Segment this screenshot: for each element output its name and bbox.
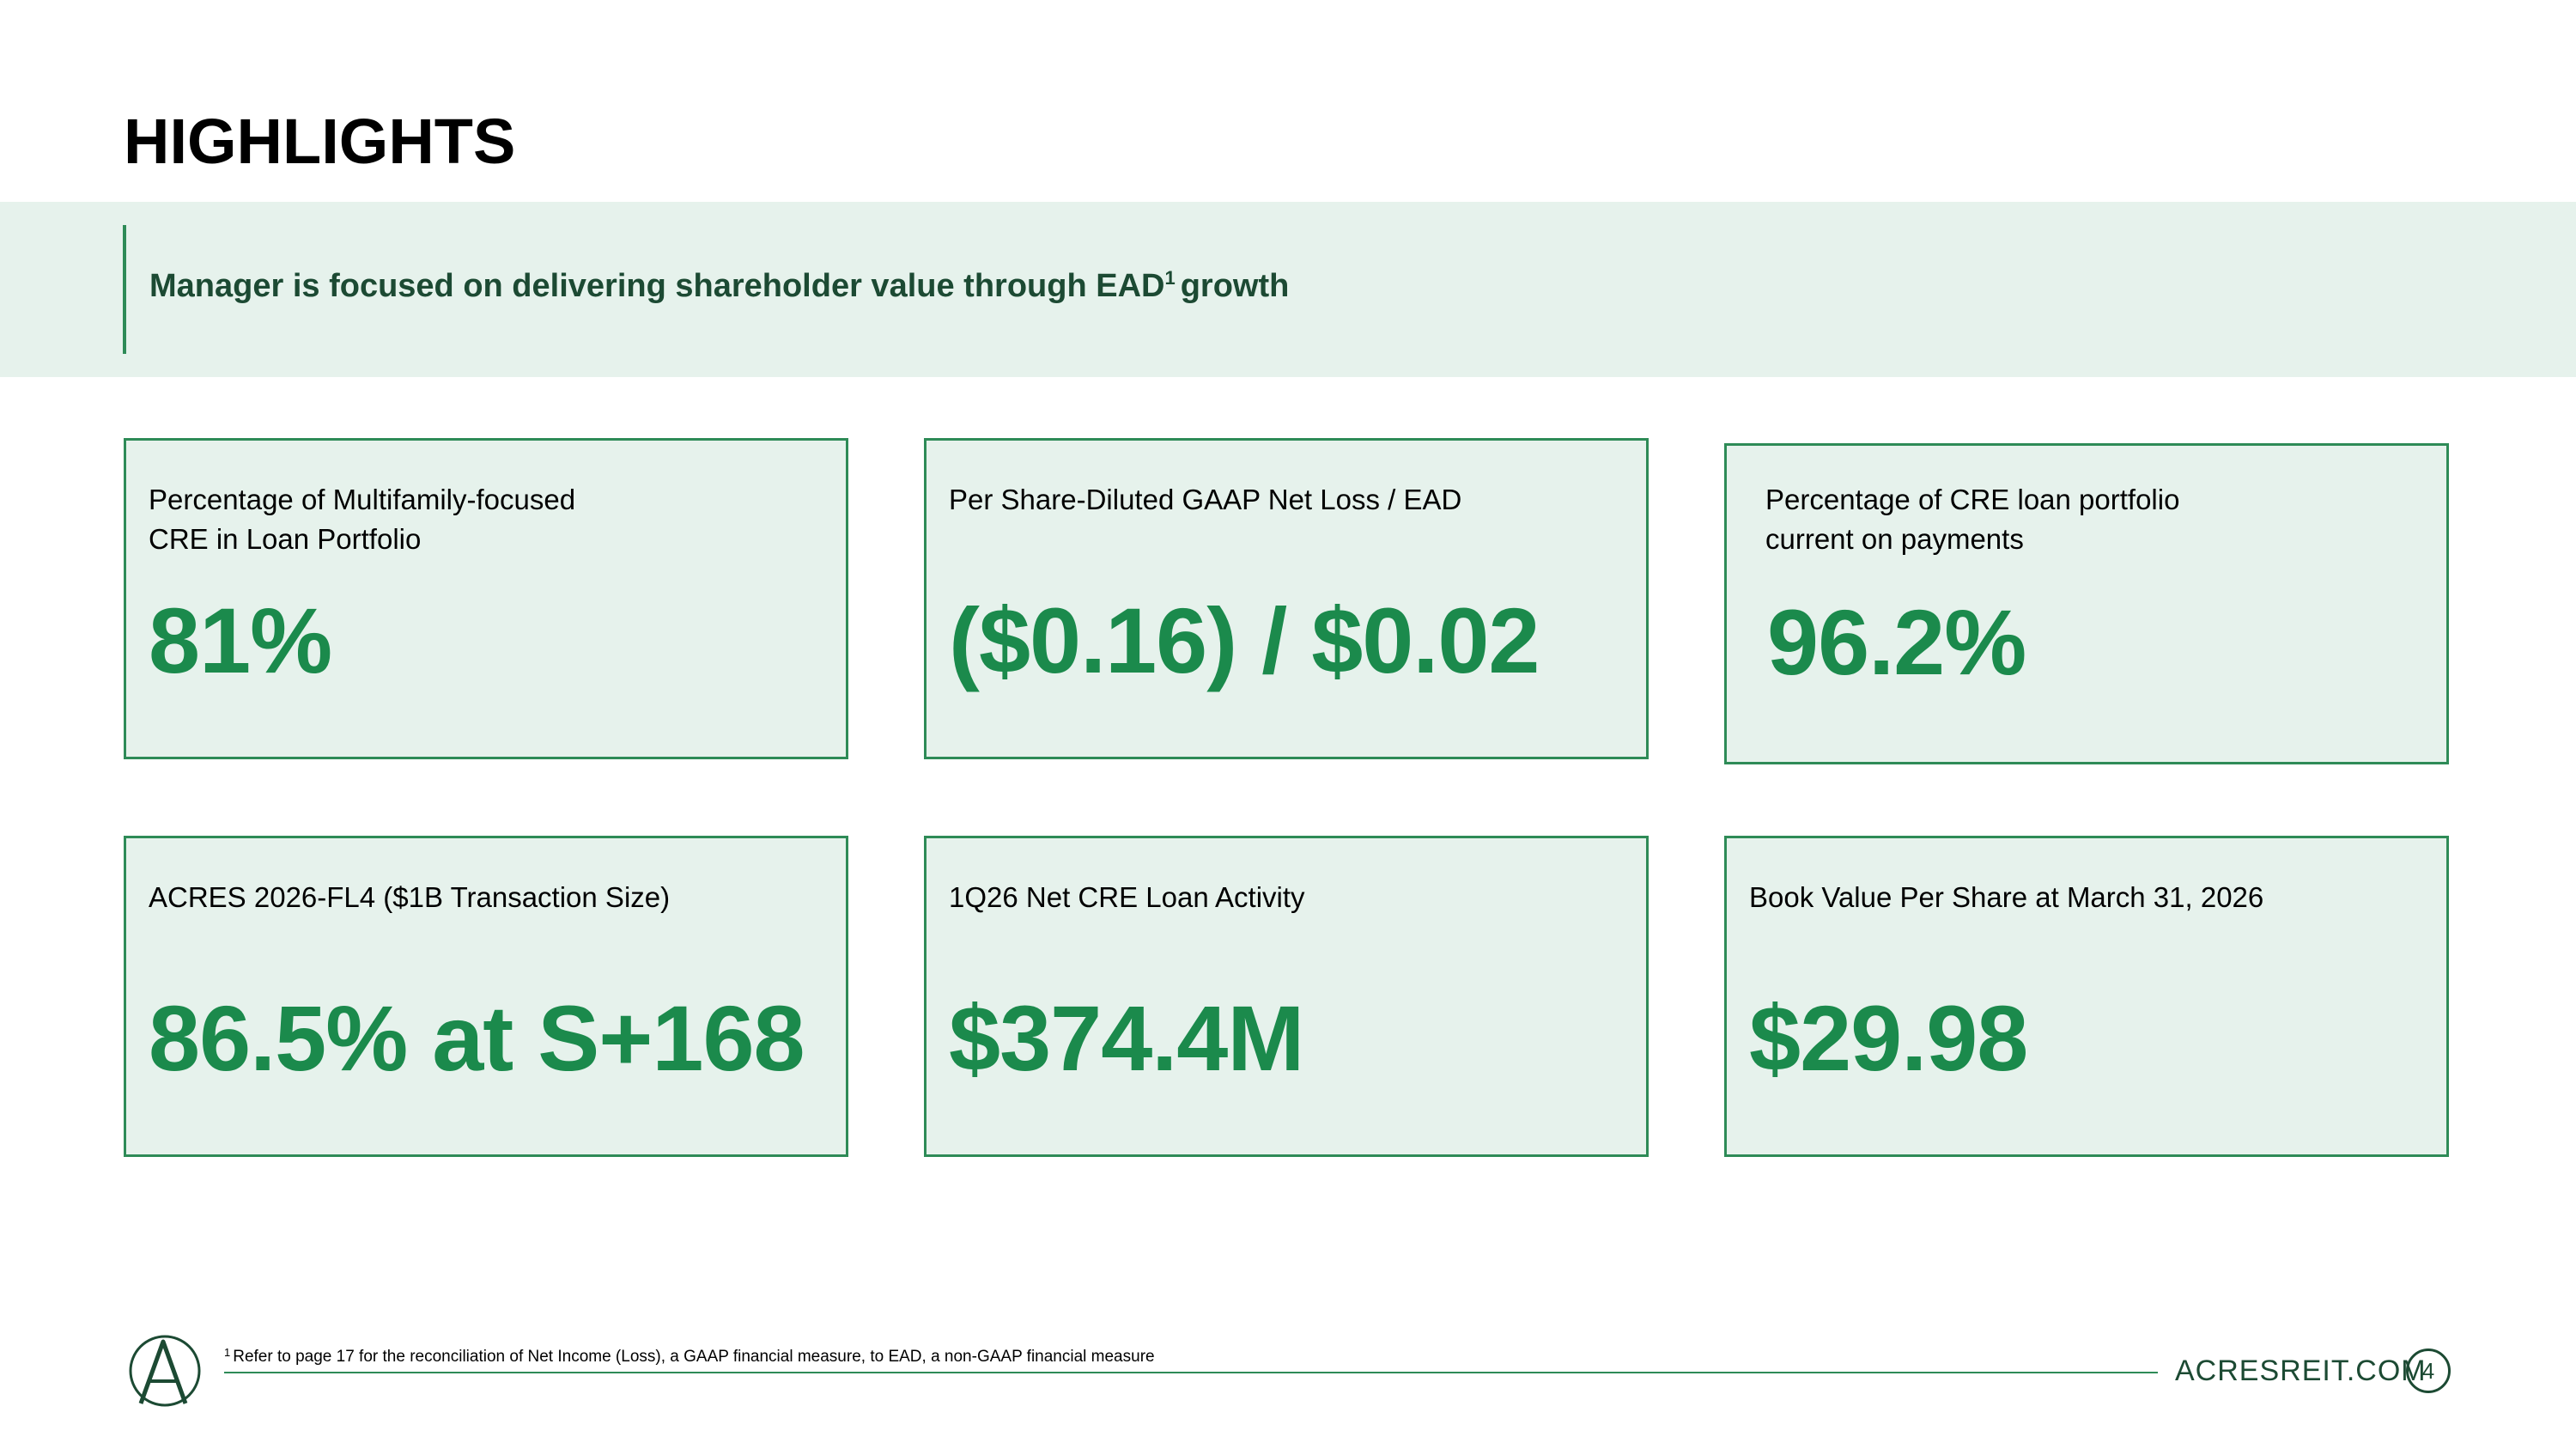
banner-accent-bar <box>123 225 126 354</box>
highlight-card-acres-fl4: ACRES 2026-FL4 ($1B Transaction Size) 86… <box>124 836 848 1157</box>
banner-text-end: growth <box>1180 268 1290 304</box>
acres-logo-icon <box>129 1335 201 1407</box>
highlight-card-current-payments: Percentage of CRE loan portfolio current… <box>1724 443 2449 764</box>
highlight-banner <box>0 202 2576 377</box>
card-value: $29.98 <box>1749 986 2028 1090</box>
page-number-badge: 4 <box>2406 1349 2451 1393</box>
footer-website: ACRESREIT.COM <box>2175 1355 2427 1387</box>
card-label: Percentage of Multifamily-focused CRE in… <box>149 484 576 555</box>
card-label: Per Share-Diluted GAAP Net Loss / EAD <box>949 484 1462 515</box>
card-value: ($0.16) / $0.02 <box>949 588 1540 692</box>
footnote-text: Refer to page 17 for the reconciliation … <box>233 1348 1155 1366</box>
card-value: 81% <box>149 588 332 692</box>
page-title: HIGHLIGHTS <box>124 106 516 177</box>
page-number: 4 <box>2421 1357 2435 1384</box>
banner-text-main: Manager is focused on delivering shareho… <box>149 268 1165 304</box>
card-label: ACRES 2026-FL4 ($1B Transaction Size) <box>149 881 671 913</box>
card-value: 86.5% at S+168 <box>149 986 805 1090</box>
footer-divider <box>224 1372 2158 1373</box>
card-label: Percentage of CRE loan portfolio current… <box>1765 484 2180 555</box>
card-value: 96.2% <box>1767 590 2026 694</box>
banner-footnote-ref: 1 <box>1164 267 1176 289</box>
card-label: Book Value Per Share at March 31, 2026 <box>1749 881 2264 913</box>
banner-text: Manager is focused on delivering shareho… <box>149 267 1289 305</box>
highlight-card-loan-activity: 1Q26 Net CRE Loan Activity $374.4M <box>924 836 1649 1157</box>
highlight-card-multifamily: Percentage of Multifamily-focused CRE in… <box>124 438 848 759</box>
footnote-marker: 1 <box>224 1346 231 1359</box>
highlight-card-net-loss-ead: Per Share-Diluted GAAP Net Loss / EAD ($… <box>924 438 1649 759</box>
card-label: 1Q26 Net CRE Loan Activity <box>949 881 1305 913</box>
highlight-card-book-value: Book Value Per Share at March 31, 2026 $… <box>1724 836 2449 1157</box>
footnote: 1 Refer to page 17 for the reconciliation… <box>224 1346 1155 1367</box>
card-value: $374.4M <box>949 986 1304 1090</box>
